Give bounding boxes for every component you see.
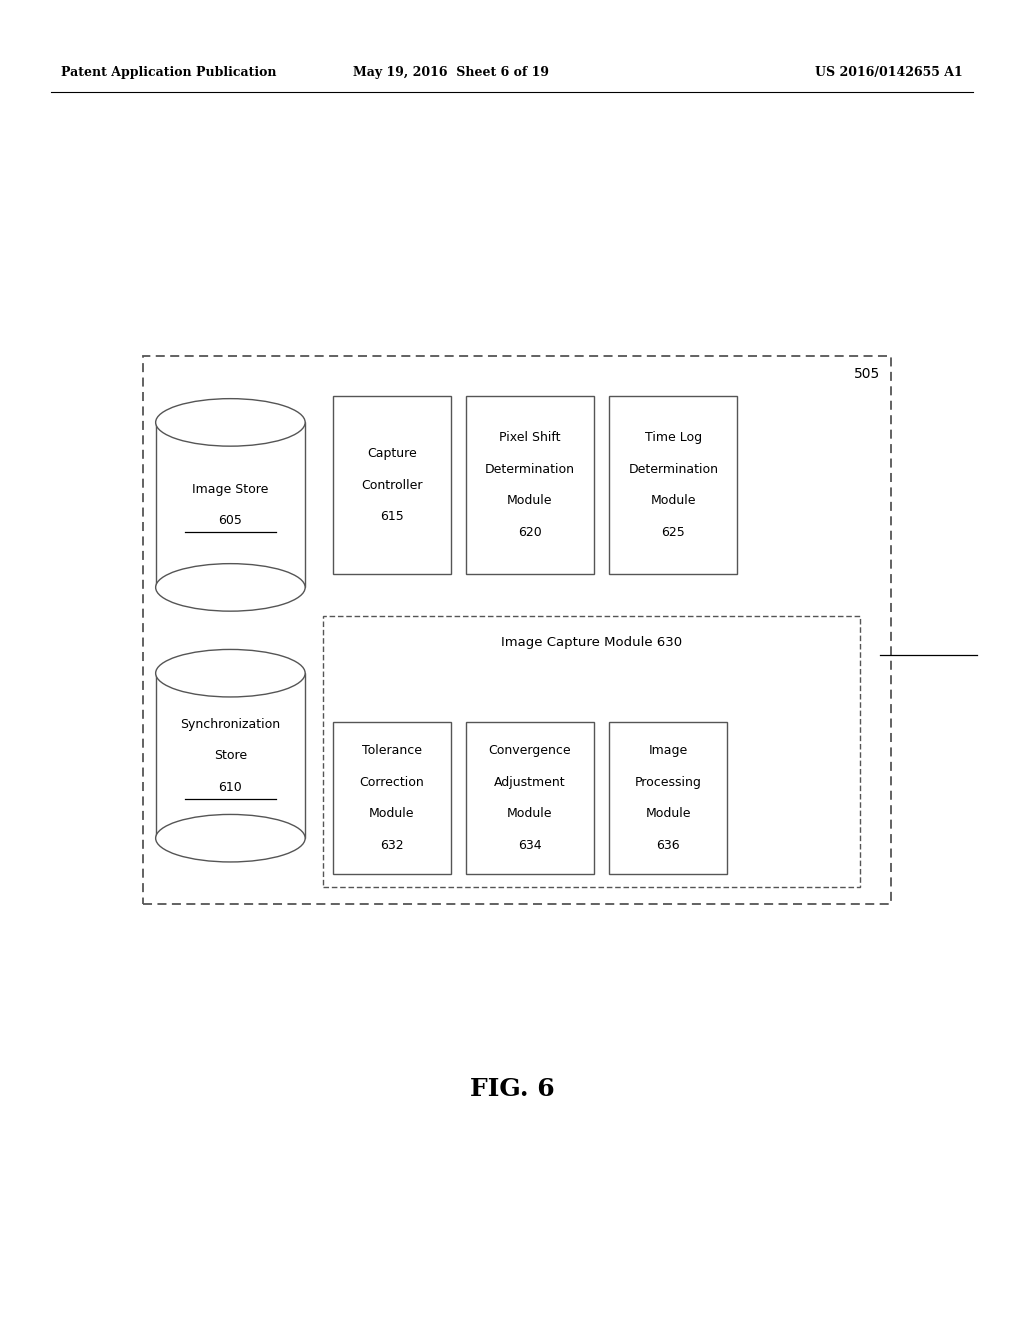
Text: Controller: Controller — [360, 479, 423, 491]
Text: Pixel Shift: Pixel Shift — [499, 432, 561, 444]
Text: Synchronization: Synchronization — [180, 718, 281, 730]
Text: Convergence: Convergence — [488, 744, 571, 756]
Text: Module: Module — [507, 495, 553, 507]
FancyBboxPatch shape — [156, 673, 305, 838]
Text: 634: 634 — [518, 840, 542, 851]
FancyBboxPatch shape — [609, 396, 737, 574]
FancyBboxPatch shape — [333, 396, 451, 574]
Text: 605: 605 — [218, 515, 243, 527]
Text: Module: Module — [645, 808, 691, 820]
Text: Determination: Determination — [485, 463, 574, 475]
Text: 625: 625 — [662, 527, 685, 539]
FancyBboxPatch shape — [609, 722, 727, 874]
FancyBboxPatch shape — [466, 722, 594, 874]
Text: May 19, 2016  Sheet 6 of 19: May 19, 2016 Sheet 6 of 19 — [352, 66, 549, 79]
FancyBboxPatch shape — [333, 722, 451, 874]
Text: Image: Image — [648, 744, 688, 756]
Text: 505: 505 — [854, 367, 881, 381]
Text: Store: Store — [214, 750, 247, 762]
Ellipse shape — [156, 649, 305, 697]
Text: Correction: Correction — [359, 776, 424, 788]
Text: FIG. 6: FIG. 6 — [470, 1077, 554, 1101]
Text: Module: Module — [507, 808, 553, 820]
Text: US 2016/0142655 A1: US 2016/0142655 A1 — [815, 66, 963, 79]
Text: Image Store: Image Store — [193, 483, 268, 495]
Ellipse shape — [156, 814, 305, 862]
Text: Image Capture Module 630: Image Capture Module 630 — [501, 636, 682, 649]
Ellipse shape — [156, 564, 305, 611]
Text: 636: 636 — [656, 840, 680, 851]
Text: Adjustment: Adjustment — [495, 776, 565, 788]
FancyBboxPatch shape — [143, 356, 891, 904]
Ellipse shape — [156, 399, 305, 446]
FancyBboxPatch shape — [156, 422, 305, 587]
Text: Time Log: Time Log — [645, 432, 701, 444]
Text: 632: 632 — [380, 840, 403, 851]
Text: Module: Module — [650, 495, 696, 507]
Text: Capture: Capture — [367, 447, 417, 459]
Text: Module: Module — [369, 808, 415, 820]
Text: 615: 615 — [380, 511, 403, 523]
Text: 620: 620 — [518, 527, 542, 539]
Text: Processing: Processing — [635, 776, 701, 788]
FancyBboxPatch shape — [323, 616, 860, 887]
FancyBboxPatch shape — [466, 396, 594, 574]
Text: Patent Application Publication: Patent Application Publication — [61, 66, 276, 79]
Text: Tolerance: Tolerance — [361, 744, 422, 756]
Text: 610: 610 — [218, 781, 243, 793]
Text: Determination: Determination — [629, 463, 718, 475]
